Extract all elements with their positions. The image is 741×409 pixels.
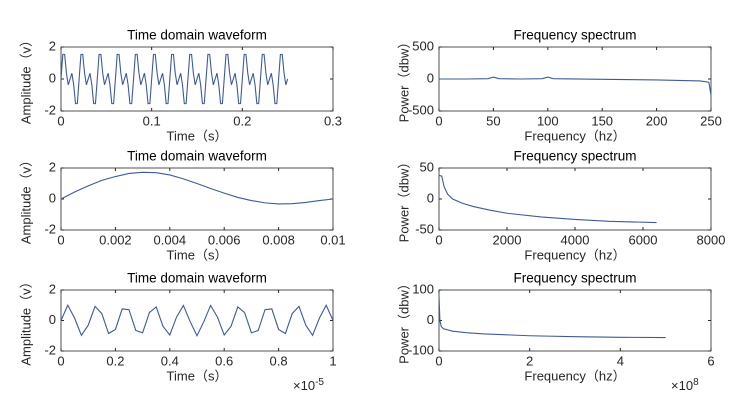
y-tick-label: 50: [420, 159, 434, 174]
x-tick-label: 0.008: [262, 232, 295, 247]
x-multiplier: ×10-5: [293, 377, 324, 394]
y-tick-label: 0: [49, 312, 56, 327]
x-tick-label: 0: [57, 353, 64, 368]
y-axis-label: Amplitude（v）: [18, 154, 33, 244]
y-tick-label: 2: [49, 281, 56, 296]
x-multiplier-exponent: -5: [315, 377, 324, 388]
subplot-title: Time domain waveform: [127, 28, 267, 43]
data-line: [438, 174, 657, 224]
y-tick-label: 0: [49, 190, 56, 205]
x-tick-label: 2000: [493, 232, 522, 247]
x-tick-label: 4: [617, 353, 624, 368]
x-tick-label: 0.2: [233, 113, 251, 128]
x-tick-label: 0: [435, 232, 442, 247]
x-tick-label: 200: [646, 113, 668, 128]
x-tick-label: 0.01: [320, 232, 345, 247]
x-tick-label: 0.4: [161, 353, 179, 368]
x-tick-label: 1: [329, 353, 336, 368]
x-axis-label: Time（s）: [167, 128, 228, 143]
x-tick-label: 4000: [561, 232, 590, 247]
y-tick-label: -100: [408, 342, 434, 357]
x-multiplier-base: ×10: [293, 378, 315, 393]
y-axis-label: Power（dbw）: [396, 156, 411, 243]
x-tick-label: 50: [486, 113, 500, 128]
y-tick-label: -500: [408, 102, 434, 117]
x-tick-label: 0.004: [154, 232, 187, 247]
x-axis-label: Time（s）: [167, 368, 228, 383]
subplot-title: Time domain waveform: [127, 271, 267, 286]
x-multiplier-exponent: 8: [693, 377, 699, 388]
x-tick-label: 2: [526, 353, 533, 368]
axes-box: [60, 289, 334, 352]
x-tick-label: 0.6: [215, 353, 233, 368]
y-tick-label: 100: [412, 281, 434, 296]
subplot-title: Frequency spectrum: [513, 149, 636, 164]
x-tick-label: 0.3: [324, 113, 342, 128]
axes-box: [438, 289, 712, 352]
x-tick-label: 250: [700, 113, 722, 128]
data-line: [60, 304, 334, 338]
x-tick-label: 0.002: [99, 232, 132, 247]
subplot-title: Frequency spectrum: [513, 271, 636, 286]
subplot-title: Time domain waveform: [127, 149, 267, 164]
y-tick-label: -2: [44, 102, 56, 117]
data-line: [438, 296, 666, 339]
x-tick-label: 0: [435, 113, 442, 128]
y-tick-label: 2: [49, 38, 56, 53]
y-tick-label: 500: [412, 38, 434, 53]
x-tick-label: 150: [591, 113, 613, 128]
y-axis-label: Power（dbw）: [396, 36, 411, 123]
x-axis-label: Frequency（hz）: [524, 247, 625, 262]
x-axis-label: Time（s）: [167, 247, 228, 262]
x-tick-label: 6000: [629, 232, 658, 247]
x-tick-label: 0: [57, 232, 64, 247]
y-tick-label: 0: [427, 190, 434, 205]
x-tick-label: 6: [707, 353, 714, 368]
y-tick-label: -2: [44, 342, 56, 357]
x-multiplier: ×108: [671, 377, 699, 394]
y-tick-label: 0: [49, 70, 56, 85]
data-line: [439, 76, 712, 96]
axes-box: [60, 167, 334, 231]
x-tick-label: 100: [537, 113, 559, 128]
y-tick-label: -50: [415, 221, 434, 236]
y-axis-label: Amplitude（v）: [18, 275, 33, 365]
x-tick-label: 0: [435, 353, 442, 368]
y-axis-label: Amplitude（v）: [18, 34, 33, 124]
y-tick-label: -2: [44, 221, 56, 236]
x-axis-label: Frequency（hz）: [524, 128, 625, 143]
x-tick-label: 0.006: [208, 232, 241, 247]
subplot-title: Frequency spectrum: [513, 28, 636, 43]
x-tick-label: 0.2: [106, 353, 124, 368]
y-axis-label: Power（dbw）: [396, 277, 411, 364]
x-tick-label: 8000: [697, 232, 726, 247]
x-tick-label: 0.8: [270, 353, 288, 368]
y-tick-label: 0: [427, 70, 434, 85]
axes-box: [438, 167, 712, 231]
y-tick-label: 0: [427, 312, 434, 327]
data-line: [60, 171, 334, 205]
x-tick-label: 0: [57, 113, 64, 128]
y-tick-label: 2: [49, 159, 56, 174]
x-axis-label: Frequency（hz）: [524, 368, 625, 383]
x-multiplier-base: ×10: [671, 378, 693, 393]
x-tick-label: 0.1: [143, 113, 161, 128]
data-line: [60, 53, 289, 105]
